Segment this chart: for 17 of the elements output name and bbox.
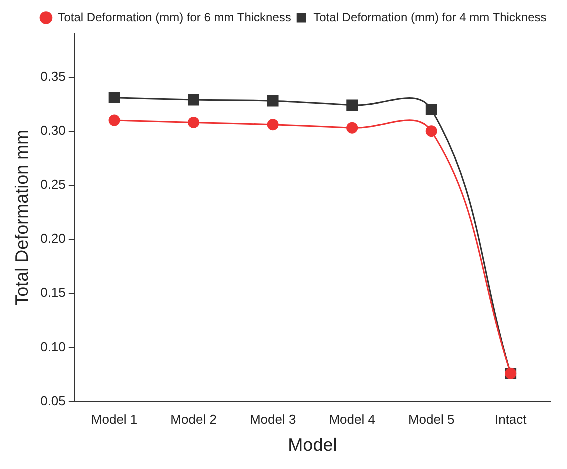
y-tick-label: 0.05 (40, 393, 66, 408)
x-tick-label: Model 2 (170, 412, 217, 428)
y-tick-label: 0.10 (40, 339, 66, 354)
x-tick-label: Model 5 (408, 412, 455, 428)
y-tick-label: 0.25 (40, 177, 66, 192)
legend-label: Total Deformation (mm) for 6 mm Thickness (58, 10, 292, 24)
y-axis-title: Total Deformation mm (12, 130, 32, 306)
x-axis-title: Model (288, 435, 338, 456)
x-tick-label: Model 1 (91, 412, 138, 428)
y-tick-label: 0.15 (40, 285, 66, 300)
y-tick-label: 0.30 (40, 122, 66, 138)
x-tick-label: Intact (494, 412, 528, 428)
x-tick-label: Model 3 (250, 412, 296, 428)
y-tick-label: 0.20 (40, 231, 66, 246)
legend-label: Total Deformation (mm) for 4 mm Thickness (314, 10, 547, 24)
x-tick-label: Model 4 (329, 412, 376, 428)
y-tick-label: 0.35 (40, 68, 66, 84)
